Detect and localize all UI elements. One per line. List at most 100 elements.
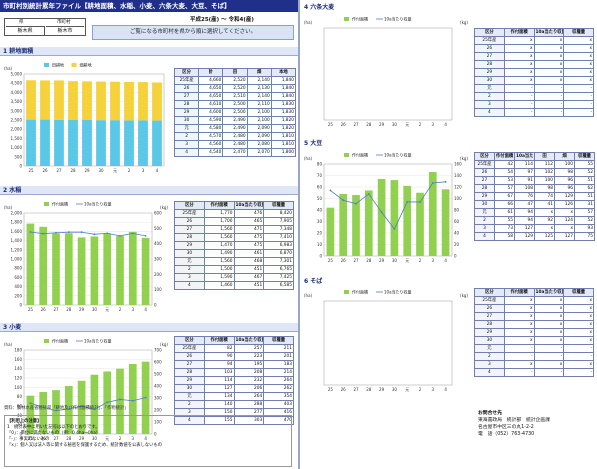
table-header-row: 区分 作付面積 10a当たり収量 収穫量: [174, 201, 294, 210]
y-tick-label: 160: [14, 357, 22, 362]
x-tick-label: 28: [366, 122, 372, 127]
legend-swatch: [344, 290, 349, 294]
table-cell: -: [563, 84, 594, 93]
table-cell: x: [563, 328, 594, 337]
table-cell: 4,650: [198, 92, 224, 101]
city-select[interactable]: 栃木市: [46, 26, 84, 35]
table-cell: 2,480: [222, 132, 248, 141]
legend-label: 畑耕地: [80, 62, 92, 68]
table-cell: x: [554, 224, 575, 233]
y2-unit-label: (kg): [460, 156, 468, 161]
bar: [64, 233, 73, 305]
y-tick-label: 200: [14, 293, 22, 298]
y-tick-label: 80: [317, 162, 323, 167]
table-year-cell: 4: [474, 368, 505, 377]
bar: [77, 237, 86, 305]
x-tick-label: 元: [405, 258, 409, 263]
table-year-cell: 30: [174, 249, 205, 258]
bar: [90, 374, 99, 434]
table-cell: 4,560: [198, 140, 224, 149]
x-tick-label: 28: [366, 258, 372, 263]
table-header-cell: 10a当たり収量: [514, 152, 535, 161]
table-row: 2 140 288 403: [174, 400, 294, 409]
table-year-cell: 元: [173, 124, 200, 133]
table-cell: 2,070: [246, 148, 272, 157]
y2-tick-label: 300: [154, 396, 162, 401]
table-header-cell: 10a当たり収量: [533, 28, 565, 37]
table-row: 元---: [474, 344, 594, 353]
table-header-row: 区分 作付面積 10a当たり収量 収穫量: [474, 288, 594, 297]
pref-select[interactable]: 栃木県: [6, 26, 45, 35]
line-point: [419, 201, 421, 203]
table-row: 元 4,580 2,490 2,090 1,820: [173, 124, 297, 133]
table-land: 区分計田畑本地 25年産 4,660 2,520 2,140 1,840 26 4,650 2,…: [173, 68, 297, 157]
table-year-cell: 2: [474, 352, 505, 361]
table-year-cell: 2: [173, 132, 200, 141]
line-point: [106, 232, 109, 235]
table-row: 30 1,490 461 6,870: [174, 249, 294, 258]
table-row: 元 1,560 468 7,301: [174, 257, 294, 266]
table-row: 30 66 47 41 126 31: [474, 200, 595, 209]
chart-land: 0 500 1,000 1,500 2,000 2,500 3,000 3,500 4,000 4…: [2, 58, 170, 178]
table-row: 26 90 223 201: [174, 352, 294, 361]
x-tick-label: 30: [392, 122, 398, 127]
table-cell: 55: [494, 216, 515, 225]
table-cell: 4,650: [198, 84, 224, 93]
table-row: 4---: [474, 368, 594, 377]
legend-swatch: [44, 339, 49, 343]
table-cell: 127: [203, 384, 235, 393]
y2-tick-label: 0: [454, 254, 457, 259]
series-line: [30, 231, 146, 237]
table-cell: 6,870: [263, 249, 294, 258]
table-year-cell: 28: [173, 100, 200, 109]
table-year-cell: 29: [174, 376, 205, 385]
table-header-cell: 区分: [173, 68, 200, 77]
table-cell: -: [563, 344, 594, 353]
table-cell: 2,510: [222, 92, 248, 101]
table-year-cell: 26: [173, 84, 200, 93]
table-cell: 102: [534, 168, 555, 177]
table-cell: 126: [554, 200, 575, 209]
bar: [77, 380, 86, 434]
section-soba: 6 そば: [304, 278, 323, 285]
table-cell: 2,500: [222, 108, 248, 117]
x-tick-label: 元: [405, 387, 409, 392]
table-cell: 2,520: [222, 84, 248, 93]
table-cell: -: [533, 344, 565, 353]
y-tick-label: 80: [17, 394, 23, 399]
chart-rice-svg: 0 200 400 600 800 1,000 1,200 1,400 1,600 1,800 2,…: [4, 201, 168, 313]
table-cell: 140: [203, 400, 235, 409]
x-tick-label: 3: [132, 436, 135, 441]
table-cell: -: [503, 368, 535, 377]
table-cell: -: [563, 92, 594, 101]
table-cell: 4,610: [198, 100, 224, 109]
x-tick-label: 26: [341, 258, 347, 263]
table-row: 27 x x x: [474, 52, 594, 61]
table-year-cell: 26: [474, 168, 495, 177]
table-cell: 1,460: [203, 281, 235, 290]
table-cell: 57: [574, 208, 595, 217]
table-cell: x: [533, 52, 565, 61]
chart-wheat: 0 20 40 60 80 100 120 140 160 180 0 100 200 300 400 500…: [2, 334, 170, 446]
table-year-cell: 27: [173, 92, 200, 101]
bar: [352, 195, 360, 256]
line-point: [67, 408, 70, 410]
table-year-cell: 2: [174, 400, 205, 409]
table-cell: x: [563, 44, 594, 53]
y2-tick-label: 100: [154, 420, 162, 425]
line-point: [55, 231, 57, 234]
table-year-cell: 元: [474, 344, 505, 353]
table-cell: x: [533, 68, 565, 77]
table-row: 29 x x x: [474, 68, 594, 77]
bar: [39, 392, 48, 434]
table-cell: 1,470: [203, 241, 235, 250]
table-cell: 2,140: [246, 76, 272, 85]
table-year-cell: 3: [174, 273, 205, 282]
table-cell: x: [503, 52, 535, 61]
table-cell: 90: [203, 352, 235, 361]
legend: 作付面積 10a当たり収量: [344, 152, 412, 158]
table-row: 29 114 232 264: [174, 376, 294, 385]
table-row: 28 x x x: [474, 320, 594, 329]
table-cell: 91: [514, 176, 535, 185]
